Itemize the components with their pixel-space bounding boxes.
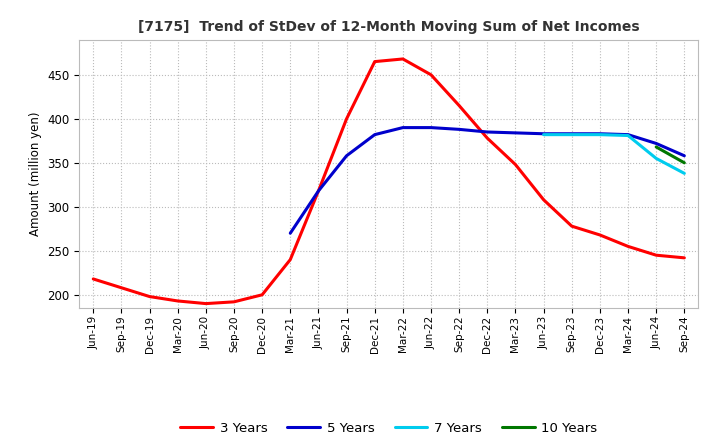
Y-axis label: Amount (million yen): Amount (million yen): [29, 112, 42, 236]
Line: 5 Years: 5 Years: [290, 128, 684, 233]
5 Years: [399, 125, 408, 130]
3 Years: [89, 276, 98, 282]
5 Years: [483, 129, 492, 135]
3 Years: [399, 56, 408, 62]
7 Years: [567, 132, 576, 137]
10 Years: [652, 144, 660, 150]
5 Years: [455, 127, 464, 132]
5 Years: [652, 141, 660, 146]
3 Years: [174, 298, 182, 304]
Line: 7 Years: 7 Years: [544, 135, 684, 173]
5 Years: [370, 132, 379, 137]
3 Years: [680, 255, 688, 260]
5 Years: [314, 188, 323, 194]
3 Years: [595, 232, 604, 238]
5 Years: [342, 153, 351, 158]
3 Years: [483, 136, 492, 141]
3 Years: [117, 285, 126, 290]
3 Years: [567, 224, 576, 229]
5 Years: [680, 153, 688, 158]
3 Years: [314, 188, 323, 194]
3 Years: [624, 244, 632, 249]
5 Years: [624, 132, 632, 137]
3 Years: [511, 162, 520, 167]
3 Years: [145, 294, 154, 299]
7 Years: [595, 132, 604, 137]
5 Years: [286, 231, 294, 236]
10 Years: [680, 160, 688, 165]
7 Years: [652, 156, 660, 161]
Legend: 3 Years, 5 Years, 7 Years, 10 Years: 3 Years, 5 Years, 7 Years, 10 Years: [175, 417, 603, 440]
3 Years: [342, 116, 351, 121]
3 Years: [230, 299, 238, 304]
5 Years: [567, 131, 576, 136]
3 Years: [286, 257, 294, 262]
3 Years: [202, 301, 210, 306]
Line: 3 Years: 3 Years: [94, 59, 684, 304]
3 Years: [427, 72, 436, 77]
3 Years: [370, 59, 379, 64]
3 Years: [258, 292, 266, 297]
5 Years: [539, 131, 548, 136]
3 Years: [652, 253, 660, 258]
7 Years: [539, 132, 548, 137]
7 Years: [680, 171, 688, 176]
7 Years: [624, 133, 632, 138]
5 Years: [595, 131, 604, 136]
Line: 10 Years: 10 Years: [656, 147, 684, 163]
5 Years: [427, 125, 436, 130]
5 Years: [511, 130, 520, 136]
3 Years: [455, 103, 464, 108]
Title: [7175]  Trend of StDev of 12-Month Moving Sum of Net Incomes: [7175] Trend of StDev of 12-Month Moving…: [138, 20, 639, 34]
3 Years: [539, 197, 548, 202]
